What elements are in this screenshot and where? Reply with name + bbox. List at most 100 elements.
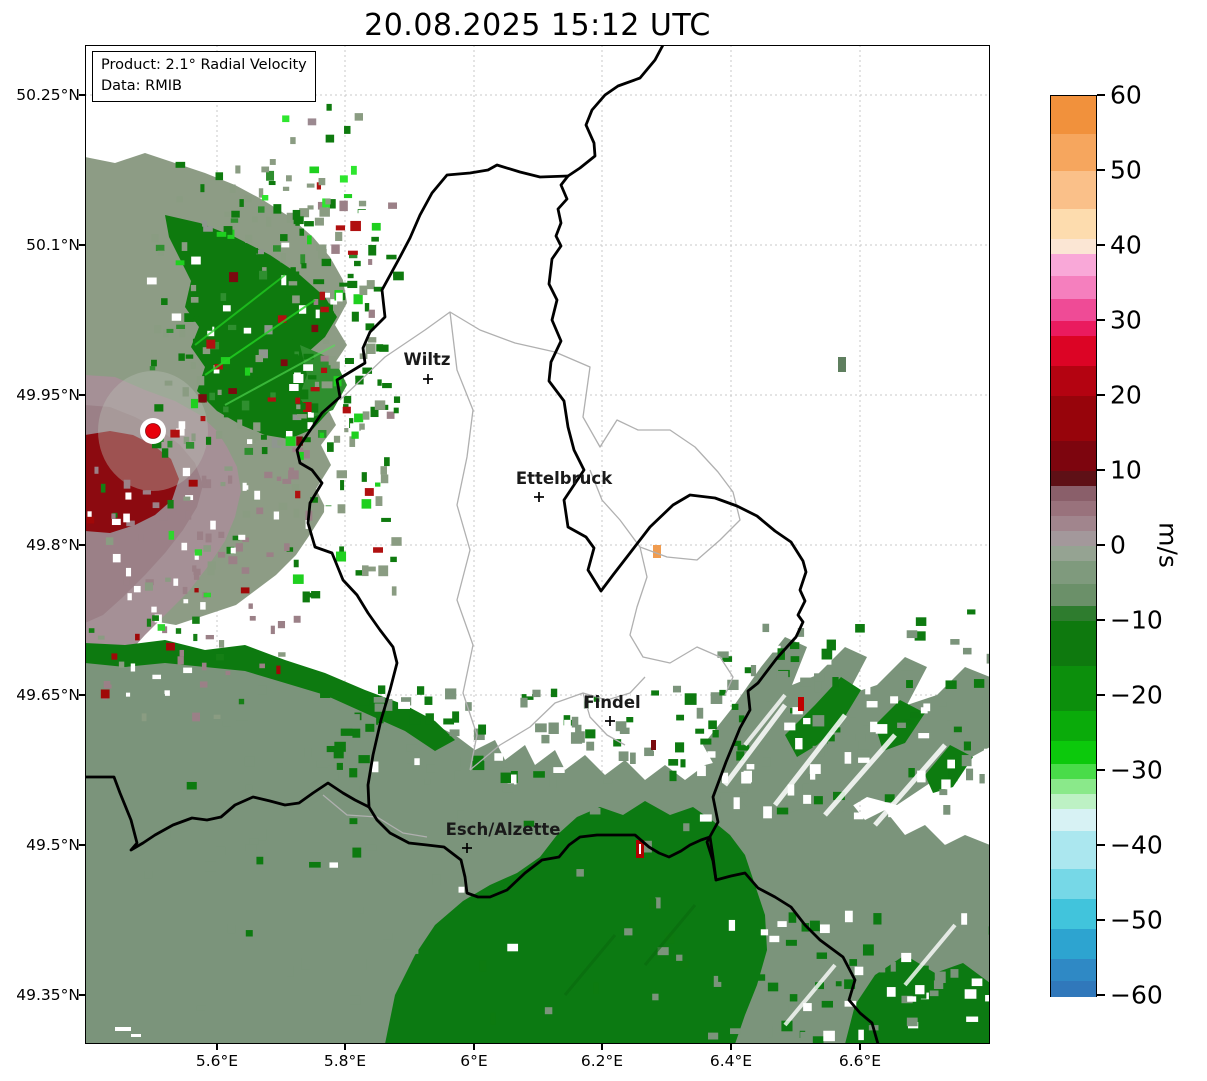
speckle-radar-ne	[170, 429, 180, 438]
speckle-right-cluster	[832, 677, 839, 688]
speckle-south-band-edge	[472, 760, 485, 771]
speckle-radar-east-edge	[373, 547, 384, 553]
speckle-radar-ne	[290, 346, 300, 351]
speckle-right-cluster	[762, 757, 771, 767]
speckle-radar-ne	[164, 380, 173, 386]
speckle-right-cluster	[790, 656, 800, 663]
speckle-south-band-texture	[683, 823, 690, 832]
speckle-radar-east-edge	[393, 407, 399, 414]
maroon-noise-pixel	[651, 740, 656, 750]
speckle-radar-east-edge	[320, 306, 329, 313]
speckle-bottom-right	[886, 987, 896, 997]
speckle-radar-ne	[271, 437, 281, 448]
x-axis-tick-label: 6.6°E	[838, 1052, 882, 1070]
speckle-mauve-south	[133, 585, 141, 593]
speckle-mauve-south	[203, 592, 211, 598]
speckle-radar-east-edge	[377, 379, 382, 386]
speckle-radar-ne	[249, 248, 259, 254]
speckle-mauve-south	[152, 502, 160, 509]
speckle-right-cluster	[870, 721, 878, 733]
speckle-mauve-south	[125, 692, 131, 697]
speckle-radar-ne	[300, 254, 306, 265]
speckle-radar-east-edge	[320, 355, 330, 362]
red-noise-pixel-east	[798, 697, 804, 711]
speckle-bottom-right	[906, 1017, 918, 1027]
speckle-right-cluster	[744, 667, 756, 674]
y-axis-tick-label: 49.8°N	[26, 536, 80, 554]
echo-region-south-darkgreen-core	[385, 801, 767, 1044]
speckle-mauve-south	[199, 681, 208, 688]
speckle-mauve-south	[273, 511, 280, 520]
speckle-right-cluster	[953, 726, 962, 733]
speckle-radar-ne	[258, 188, 264, 198]
speckle-right-cluster	[913, 802, 924, 811]
speckle-mauve-south	[111, 513, 116, 519]
speckle-mauve-south	[193, 572, 200, 580]
speckle-right-cluster	[727, 679, 739, 691]
colorbar-tick-label: −60	[1110, 980, 1163, 1010]
speckle-mauve-south	[111, 518, 121, 526]
speckle-radar-east-edge	[330, 542, 338, 549]
speckle-radar-ne	[240, 282, 246, 290]
speckle-south-band-edge	[541, 734, 550, 744]
speckle-bottom-right	[803, 916, 812, 926]
speckle-radar-east-edge	[303, 450, 310, 459]
speckle-radar-east-edge	[286, 212, 294, 223]
speckle-mauve-south	[293, 615, 301, 623]
colorbar-segment	[1051, 778, 1096, 794]
product-annotation-box: Product: 2.1° Radial Velocity Data: RMIB	[92, 51, 316, 103]
speckle-mauve-south	[217, 551, 226, 558]
speckle-radar-east-edge	[351, 311, 359, 322]
speckle-radar-ne	[198, 394, 207, 403]
speckle-right-cluster	[827, 741, 839, 753]
speckle-radar-ne	[280, 359, 288, 367]
speckle-south-band-edge	[680, 759, 686, 768]
speckle-bottom-right	[730, 1028, 741, 1035]
speckle-right-cluster	[865, 684, 871, 695]
speckle-radar-ne	[244, 367, 251, 376]
speckle-right-cluster	[762, 623, 770, 633]
speckle-bottom-right	[781, 1020, 793, 1032]
speckle-mauve-south	[123, 576, 130, 586]
speckle-mauve-south	[202, 479, 212, 489]
speckle-mauve-south	[175, 628, 182, 634]
speckle-isolated-top	[307, 118, 317, 126]
speckle-radar-east-edge	[364, 488, 374, 496]
speckle-mauve-south	[205, 634, 214, 640]
colorbar-segment	[1051, 208, 1096, 239]
district-border	[629, 546, 734, 696]
speckle-south-band-texture	[457, 810, 464, 820]
speckle-radar-east-edge	[328, 230, 337, 242]
speckle-mauve-south	[152, 674, 162, 680]
speckle-radar-east-edge	[361, 499, 372, 509]
speckle-radar-east-edge	[334, 305, 340, 314]
speckle-radar-east-edge	[354, 260, 361, 267]
speckle-isolated-top	[350, 165, 357, 175]
speckle-south-band-texture	[490, 1012, 496, 1025]
speckle-radar-east-edge	[391, 586, 397, 596]
speckle-radar-east-edge	[328, 199, 336, 209]
colorbar-segment	[1051, 666, 1096, 712]
speckle-bottom-right	[767, 982, 779, 992]
speckle-radar-east-edge	[347, 250, 358, 255]
speckle-south-band-edge	[373, 697, 385, 703]
speckle-radar-ne	[151, 440, 162, 449]
speckle-right-cluster	[946, 709, 953, 721]
speckle-radar-east-edge	[311, 403, 319, 413]
speckle-south-band-texture	[359, 786, 368, 797]
y-axis-tick-label: 49.65°N	[16, 686, 80, 704]
speckle-south-band-edge	[454, 770, 461, 781]
speckle-radar-ne	[316, 182, 322, 190]
speckle-bottom-right	[789, 994, 798, 1002]
speckle-radar-east-edge	[336, 292, 343, 302]
speckle-radar-east-edge	[335, 225, 346, 231]
speckle-south-band-texture	[424, 778, 431, 785]
speckle-right-cluster	[950, 639, 960, 645]
speckle-radar-east-edge	[358, 200, 367, 207]
speckle-south-band-edge	[333, 746, 344, 759]
speckle-right-cluster	[858, 757, 870, 763]
speckle-bottom-right	[921, 965, 929, 977]
speckle-bottom-right	[933, 980, 944, 989]
product-line: Product: 2.1° Radial Velocity	[101, 57, 307, 73]
speckle-south-band-edge	[359, 698, 370, 706]
